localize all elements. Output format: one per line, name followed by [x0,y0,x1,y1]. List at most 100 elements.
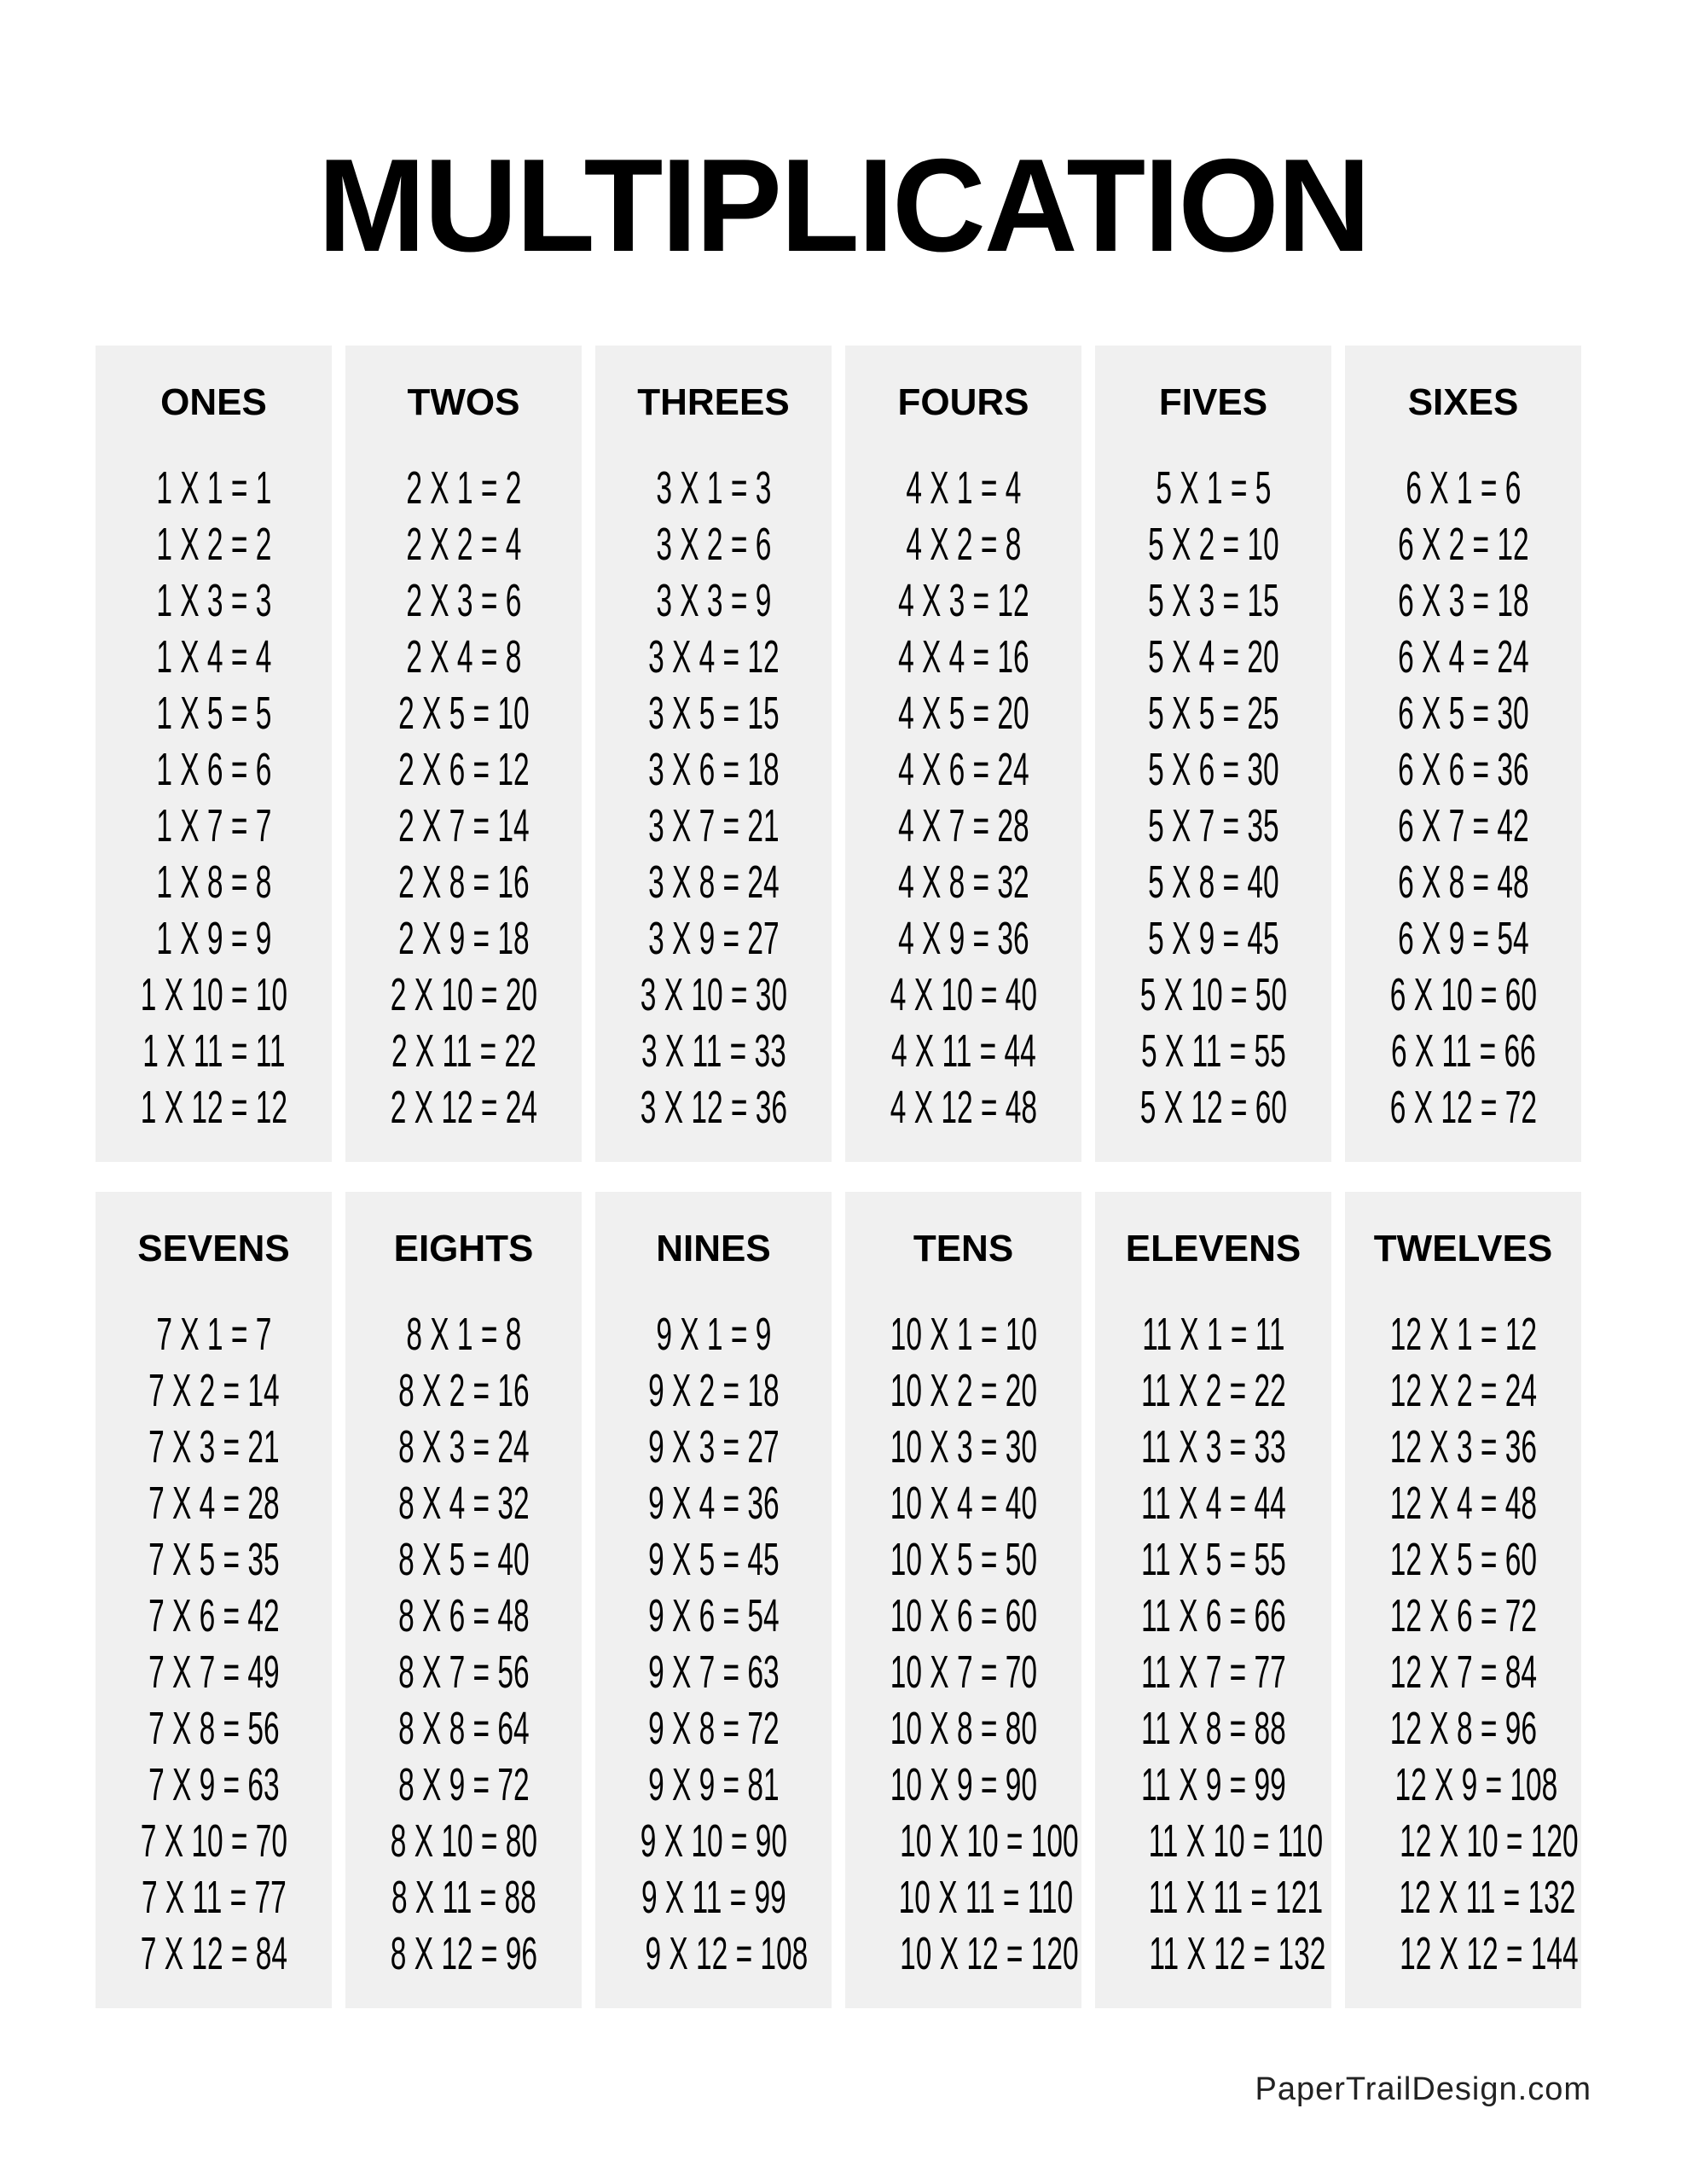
equation-text: 3 X 12 = 36 [640,1082,787,1133]
equation-text: 1 X 1 = 1 [156,462,271,514]
table-row: 2 X 9 = 18 [345,910,582,967]
equation-text: 4 X 6 = 24 [897,744,1029,795]
equation-text: 11 X 7 = 77 [1140,1647,1286,1698]
table-row: 10 X 12 = 120 [845,1926,1081,1982]
equation-text: 7 X 8 = 56 [148,1703,280,1754]
table-row: 11 X 8 = 88 [1095,1700,1331,1757]
table-row: 11 X 10 = 110 [1095,1813,1331,1869]
table-row: 6 X 9 = 54 [1345,910,1581,967]
table-row: 3 X 1 = 3 [595,460,832,516]
equation-text: 9 X 4 = 36 [647,1478,780,1529]
equation-text: 10 X 4 = 40 [890,1478,1037,1529]
equation-text: 1 X 2 = 2 [156,519,271,570]
table-row: 4 X 10 = 40 [845,967,1081,1023]
table-row: 9 X 4 = 36 [595,1475,832,1531]
table-row: 1 X 8 = 8 [96,854,332,910]
equation-text: 2 X 7 = 14 [397,800,530,851]
table-row: 8 X 12 = 96 [345,1926,582,1982]
table-row: 9 X 12 = 108 [595,1926,832,1982]
equation-text: 8 X 10 = 80 [390,1815,537,1867]
table-row: 9 X 11 = 99 [595,1869,832,1926]
equation-text: 5 X 8 = 40 [1147,857,1279,908]
table-row: 10 X 7 = 70 [845,1644,1081,1700]
table-row: 11 X 9 = 99 [1095,1757,1331,1813]
table-row: 2 X 12 = 24 [345,1079,582,1136]
table-row: 9 X 10 = 90 [595,1813,832,1869]
table-row: 2 X 10 = 20 [345,967,582,1023]
equation-text: 9 X 10 = 90 [640,1815,787,1867]
equation-text: 5 X 6 = 30 [1147,744,1279,795]
equation-text: 12 X 8 = 96 [1389,1703,1537,1754]
equation-text: 3 X 8 = 24 [647,857,780,908]
equation-text: 2 X 1 = 2 [406,462,521,514]
table-row: 8 X 9 = 72 [345,1757,582,1813]
equation-text: 10 X 1 = 10 [890,1309,1037,1360]
table-row: 12 X 3 = 36 [1345,1419,1581,1475]
equation-text: 11 X 8 = 88 [1140,1703,1286,1754]
equation-text: 5 X 12 = 60 [1139,1082,1287,1133]
equation-text: 12 X 12 = 144 [1400,1928,1579,1979]
equation-text: 3 X 9 = 27 [647,913,780,964]
table-row: 3 X 2 = 6 [595,516,832,572]
equation-text: 4 X 5 = 20 [897,688,1029,739]
equation-text: 3 X 4 = 12 [647,631,780,682]
table-row: 11 X 2 = 22 [1095,1362,1331,1419]
equation-text: 12 X 4 = 48 [1389,1478,1537,1529]
table-row: 2 X 11 = 22 [345,1023,582,1079]
table-row: 2 X 1 = 2 [345,460,582,516]
equation-text: 6 X 8 = 48 [1397,857,1529,908]
table-row: 10 X 6 = 60 [845,1588,1081,1644]
equation-text: 10 X 8 = 80 [890,1703,1037,1754]
equation-text: 2 X 3 = 6 [406,575,521,626]
equation-text: 5 X 2 = 10 [1147,519,1279,570]
table-row: 4 X 11 = 44 [845,1023,1081,1079]
table-row: 6 X 11 = 66 [1345,1023,1581,1079]
table-heading: NINES [656,1228,771,1269]
equation-text: 7 X 1 = 7 [156,1309,271,1360]
equation-text: 3 X 1 = 3 [656,462,771,514]
table-row: 7 X 6 = 42 [96,1588,332,1644]
table-row: 7 X 9 = 63 [96,1757,332,1813]
equation-text: 8 X 9 = 72 [397,1759,530,1810]
table-row: 8 X 2 = 16 [345,1362,582,1419]
table-row: 4 X 8 = 32 [845,854,1081,910]
equation-text: 1 X 8 = 8 [156,857,271,908]
equation-text: 6 X 12 = 72 [1389,1082,1537,1133]
equation-text: 10 X 2 = 20 [890,1365,1037,1416]
equation-text: 9 X 11 = 99 [641,1872,786,1923]
equation-text: 5 X 4 = 20 [1147,631,1279,682]
table-row: 3 X 6 = 18 [595,741,832,798]
equation-text: 6 X 2 = 12 [1397,519,1529,570]
equation-text: 7 X 5 = 35 [148,1534,280,1585]
table-row: 4 X 3 = 12 [845,572,1081,629]
equation-text: 4 X 11 = 44 [890,1025,1036,1077]
table-row: 8 X 8 = 64 [345,1700,582,1757]
table-row: 3 X 8 = 24 [595,854,832,910]
table-row: 3 X 12 = 36 [595,1079,832,1136]
table-row: 7 X 8 = 56 [96,1700,332,1757]
equation-text: 8 X 8 = 64 [397,1703,530,1754]
table-row: 5 X 8 = 40 [1095,854,1331,910]
equation-text: 10 X 10 = 100 [900,1815,1079,1867]
table-row: 1 X 7 = 7 [96,798,332,854]
equation-text: 7 X 4 = 28 [148,1478,280,1529]
table-row: 7 X 5 = 35 [96,1531,332,1588]
table-row: 6 X 5 = 30 [1345,685,1581,741]
equation-text: 1 X 3 = 3 [156,575,271,626]
equation-text: 3 X 11 = 33 [641,1025,786,1077]
table-row: 11 X 6 = 66 [1095,1588,1331,1644]
equation-text: 12 X 6 = 72 [1389,1590,1537,1641]
equation-text: 6 X 11 = 66 [1390,1025,1536,1077]
equation-text: 7 X 6 = 42 [148,1590,280,1641]
equation-text: 5 X 11 = 55 [1140,1025,1286,1077]
equation-text: 11 X 4 = 44 [1140,1478,1286,1529]
equation-text: 2 X 2 = 4 [406,519,521,570]
equation-text: 9 X 8 = 72 [647,1703,780,1754]
equation-text: 4 X 8 = 32 [897,857,1029,908]
